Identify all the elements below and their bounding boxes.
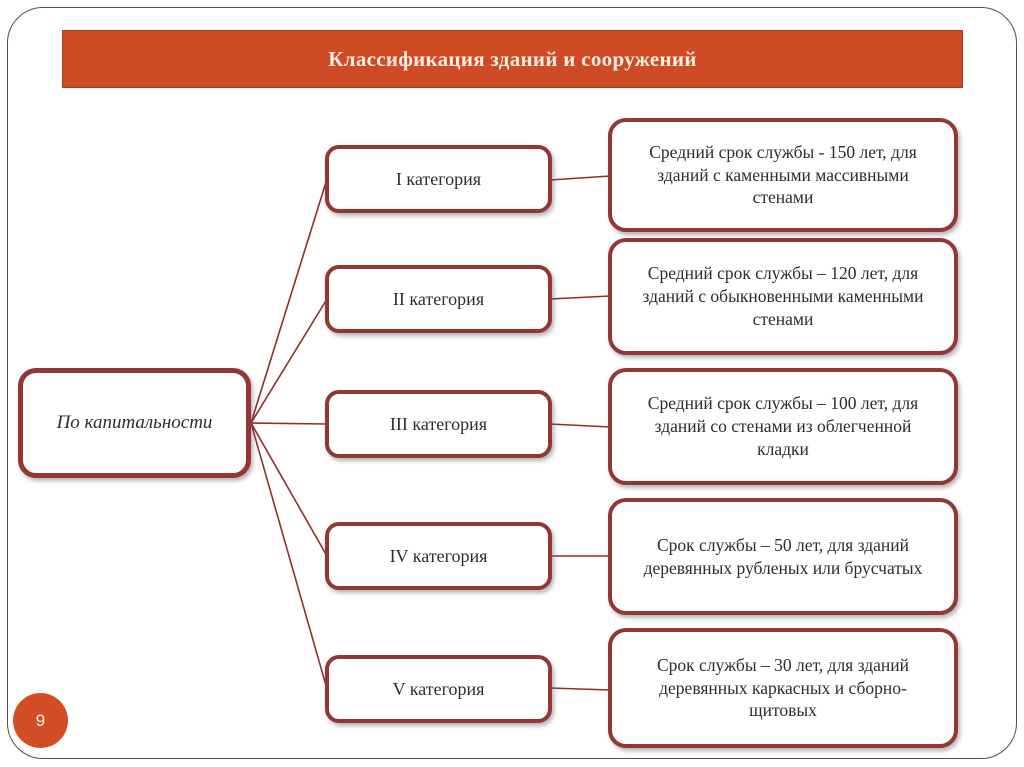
description-node-text: Средний срок службы - 150 лет, для здани… (649, 141, 917, 208)
connector-line-root-cat3 (250, 422, 328, 425)
connector-line-root-cat1 (250, 178, 328, 424)
description-node-text: Срок службы – 50 лет, для зданий деревян… (643, 534, 923, 578)
connector-line-cat2-desc2 (549, 295, 611, 300)
category-node-label: V категория (392, 678, 485, 699)
connector-line-cat5-desc5 (549, 687, 611, 691)
description-node-text: Средний срок службы – 100 лет, для здани… (647, 393, 919, 459)
description-node-1: Средний срок службы - 150 лет, для здани… (608, 118, 958, 232)
connector-line-cat3-desc3 (549, 423, 611, 428)
root-node-label: По капитальности (56, 412, 213, 433)
description-node-5: Срок службы – 30 лет, для зданий деревян… (608, 628, 958, 748)
description-node-text: Срок службы – 30 лет, для зданий деревян… (657, 654, 909, 721)
root-node-capitalnost: По капитальности (18, 368, 251, 478)
connector-line-root-cat5 (250, 422, 328, 690)
slide-title: Классификация зданий и сооружений (328, 46, 697, 71)
category-node-label: IV категория (389, 545, 488, 566)
category-node-2: II категория (325, 265, 552, 333)
page-number-badge: 9 (13, 693, 68, 748)
description-node-3: Средний срок службы – 100 лет, для здани… (608, 368, 958, 485)
description-node-4: Срок службы – 50 лет, для зданий деревян… (608, 498, 958, 615)
category-node-5: V категория (325, 655, 552, 723)
category-node-3: III категория (325, 390, 552, 458)
connector-line-cat1-desc1 (549, 175, 611, 181)
slide-title-bar: Классификация зданий и сооружений (62, 30, 963, 88)
description-node-2: Средний срок службы – 120 лет, для здани… (608, 238, 958, 355)
page-number: 9 (35, 710, 46, 730)
category-node-label: III категория (389, 413, 488, 434)
category-node-label: II категория (392, 288, 485, 309)
category-node-4: IV категория (325, 522, 552, 590)
connector-line-root-cat4 (250, 422, 328, 557)
connector-line-root-cat2 (250, 298, 328, 424)
description-node-text: Средний срок службы – 120 лет, для здани… (642, 263, 924, 329)
category-node-1: I категория (325, 145, 552, 213)
category-node-label: I категория (395, 168, 482, 189)
